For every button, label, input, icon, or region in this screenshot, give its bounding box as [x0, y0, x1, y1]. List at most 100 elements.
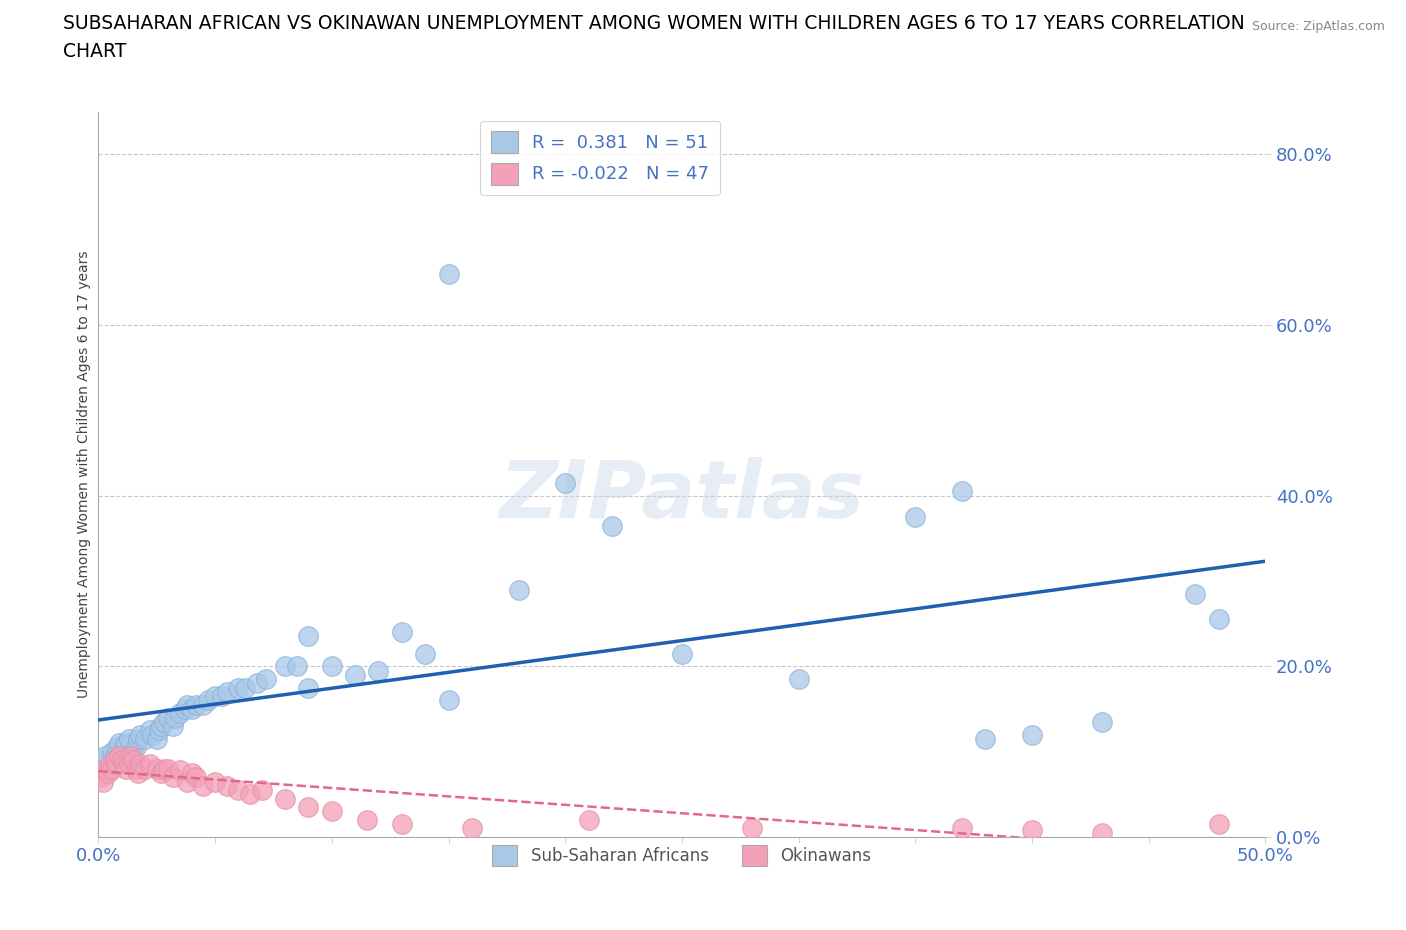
Point: [180, 701, 202, 716]
Text: CHART: CHART: [63, 42, 127, 60]
Point: [90, 770, 112, 785]
Point: [104, 752, 127, 767]
Point: [228, 680, 250, 695]
Point: [204, 774, 226, 789]
Point: [157, 762, 180, 777]
Point: [1091, 714, 1114, 729]
Point: [1208, 817, 1230, 831]
Point: [215, 684, 238, 699]
Point: [90, 752, 112, 767]
Point: [97, 765, 120, 780]
Point: [169, 706, 191, 721]
Point: [228, 783, 250, 798]
Point: [94, 749, 117, 764]
Point: [250, 783, 273, 798]
Point: [146, 731, 169, 746]
Point: [104, 749, 127, 764]
Point: [1021, 823, 1043, 838]
Point: [239, 787, 262, 802]
Point: [600, 518, 623, 533]
Point: [950, 484, 973, 498]
Point: [215, 778, 238, 793]
Text: ZIPatlas: ZIPatlas: [499, 457, 865, 535]
Point: [1021, 727, 1043, 742]
Point: [285, 658, 308, 673]
Point: [297, 680, 319, 695]
Point: [152, 762, 174, 777]
Point: [1184, 586, 1206, 601]
Point: [741, 821, 763, 836]
Point: [101, 762, 124, 777]
Point: [150, 765, 173, 780]
Point: [139, 757, 162, 772]
Point: [111, 752, 134, 767]
Point: [367, 663, 389, 678]
Point: [211, 689, 233, 704]
Point: [787, 671, 810, 686]
Point: [391, 625, 413, 640]
Point: [115, 762, 138, 777]
Point: [554, 475, 576, 490]
Point: [125, 740, 148, 755]
Point: [146, 762, 169, 777]
Point: [344, 668, 367, 683]
Point: [91, 757, 114, 772]
Point: [1208, 612, 1230, 627]
Point: [98, 757, 121, 772]
Point: [91, 774, 114, 789]
Point: [127, 765, 149, 780]
Point: [108, 736, 131, 751]
Point: [94, 762, 117, 777]
Point: [120, 749, 142, 764]
Point: [176, 698, 198, 712]
Point: [122, 744, 145, 759]
Point: [321, 658, 343, 673]
Point: [125, 762, 148, 777]
Point: [127, 731, 149, 746]
Point: [193, 778, 215, 793]
Point: [165, 711, 187, 725]
Point: [129, 727, 152, 742]
Text: SUBSAHARAN AFRICAN VS OKINAWAN UNEMPLOYMENT AMONG WOMEN WITH CHILDREN AGES 6 TO : SUBSAHARAN AFRICAN VS OKINAWAN UNEMPLOYM…: [63, 14, 1246, 33]
Point: [98, 762, 121, 777]
Point: [105, 740, 128, 755]
Point: [134, 731, 156, 746]
Y-axis label: Unemployment Among Women with Children Ages 6 to 17 years: Unemployment Among Women with Children A…: [77, 250, 91, 698]
Point: [246, 676, 269, 691]
Point: [162, 770, 184, 785]
Point: [204, 689, 226, 704]
Point: [274, 791, 297, 806]
Point: [150, 719, 173, 734]
Point: [508, 582, 530, 597]
Point: [112, 740, 135, 755]
Text: Source: ZipAtlas.com: Source: ZipAtlas.com: [1251, 20, 1385, 33]
Point: [186, 770, 208, 785]
Point: [256, 671, 278, 686]
Point: [115, 736, 138, 751]
Point: [180, 765, 202, 780]
Point: [274, 658, 297, 673]
Point: [122, 752, 145, 767]
Point: [111, 744, 134, 759]
Point: [152, 714, 174, 729]
Point: [105, 757, 128, 772]
Point: [950, 821, 973, 836]
Point: [297, 800, 319, 815]
Point: [134, 762, 156, 777]
Point: [413, 646, 436, 661]
Point: [139, 723, 162, 737]
Point: [169, 763, 191, 777]
Point: [141, 727, 163, 742]
Point: [176, 774, 198, 789]
Point: [193, 698, 215, 712]
Point: [235, 680, 257, 695]
Point: [1091, 825, 1114, 840]
Point: [461, 821, 484, 836]
Point: [321, 804, 343, 818]
Point: [101, 744, 124, 759]
Point: [197, 693, 219, 708]
Point: [118, 757, 141, 772]
Point: [129, 757, 152, 772]
Point: [671, 646, 693, 661]
Point: [356, 813, 378, 828]
